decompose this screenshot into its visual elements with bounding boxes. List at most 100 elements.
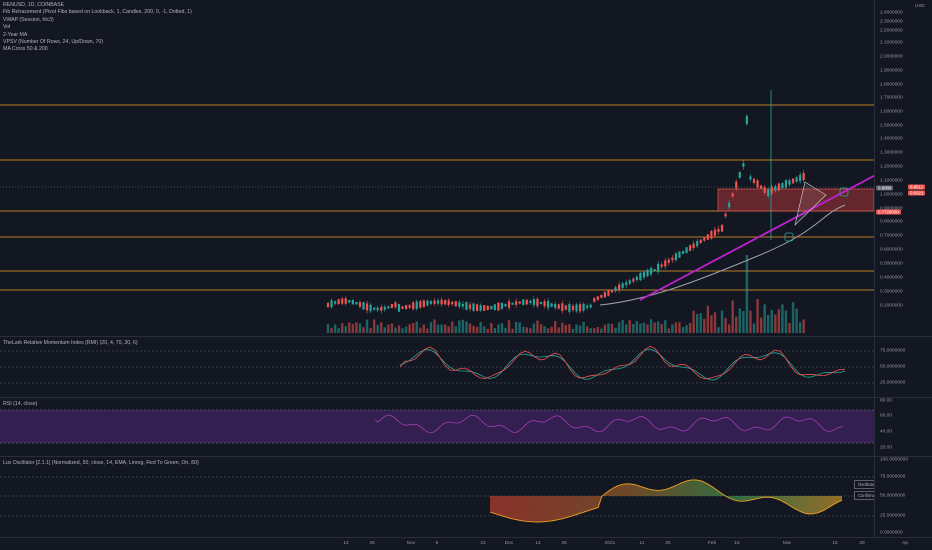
candle-body xyxy=(397,304,401,312)
candle-body xyxy=(355,301,358,305)
volume-bar xyxy=(710,315,713,333)
price-tag-red: 0.9321 xyxy=(908,190,926,196)
candle-body xyxy=(362,302,365,310)
legend-ma-cross[interactable]: MA Cross 50 & 200 xyxy=(3,46,48,53)
volume-bar xyxy=(664,320,667,333)
volume-bar xyxy=(546,328,550,333)
rmi-legend[interactable]: TheLark Relative Momentum Index (RMI) (2… xyxy=(3,340,138,346)
candle-body xyxy=(710,230,713,239)
candle-body xyxy=(628,280,631,284)
candle-body xyxy=(728,202,731,208)
time-label: 11 xyxy=(639,541,645,546)
volume-bar xyxy=(756,298,759,333)
volume-bar xyxy=(791,302,795,333)
volume-bar xyxy=(341,323,344,333)
volume-bar xyxy=(763,304,766,333)
price-axis[interactable]: USD 2.4000000 2.3000000 2.2000000 2.1000000… xyxy=(874,0,932,336)
triangle-pattern xyxy=(794,181,827,226)
volume-bar xyxy=(387,324,390,333)
candle-body xyxy=(373,307,376,310)
candle-body xyxy=(763,187,766,193)
candle-body xyxy=(454,301,457,307)
symbol-title[interactable]: RENUSD, 1D, COINBASE xyxy=(3,2,65,8)
candle-body xyxy=(334,301,337,304)
candle-body xyxy=(532,299,535,306)
candle-body xyxy=(440,299,443,305)
price-tick: 0.6000000 xyxy=(880,247,903,253)
volume-bar xyxy=(486,328,489,333)
candle-body xyxy=(447,300,450,305)
rsi-band xyxy=(0,410,874,443)
volume-bar xyxy=(543,326,546,333)
volume-bar xyxy=(479,322,482,333)
price-tick: 1.2000000 xyxy=(880,164,903,170)
candle-body xyxy=(419,301,422,308)
candle-body xyxy=(774,186,777,191)
rsi-axis[interactable]: 80.00 60.00 40.00 20.00 xyxy=(874,398,932,456)
candle-body xyxy=(667,259,670,263)
rsi-tick: 40.00 xyxy=(880,429,893,435)
volume-bar xyxy=(493,328,497,333)
rsi-pane[interactable]: RSI (14, close) xyxy=(0,398,874,456)
volume-bar xyxy=(759,317,763,333)
pane-divider[interactable] xyxy=(0,336,932,337)
legend-vol[interactable]: Vol xyxy=(3,24,11,31)
volume-bar xyxy=(351,324,355,333)
pane-divider[interactable] xyxy=(0,397,932,398)
candle-body xyxy=(348,300,351,303)
lux-legend[interactable]: Lux Oscillator [2.1.1] (Normalized, 50, … xyxy=(3,460,199,466)
volume-bar xyxy=(465,321,468,333)
price-chart[interactable] xyxy=(0,0,874,336)
candle-body xyxy=(678,251,681,258)
volume-bar xyxy=(593,328,596,333)
time-label: 12 xyxy=(343,541,349,546)
volume-bar xyxy=(589,328,592,333)
volume-bar xyxy=(625,324,628,333)
candle-body xyxy=(649,268,653,275)
legend-fib[interactable]: Fib Retracement (Pivot Fibs based on Loo… xyxy=(3,9,192,16)
candle-body xyxy=(767,189,770,197)
rsi-legend[interactable]: RSI (14, close) xyxy=(3,401,38,407)
candle-body xyxy=(476,304,479,312)
candle-body xyxy=(493,304,496,311)
volume-bar xyxy=(440,324,443,333)
candle-body xyxy=(497,302,500,311)
confirmation-label: Confirmation xyxy=(858,493,882,498)
candle-body xyxy=(674,253,677,261)
candle-body xyxy=(799,174,802,182)
candle-body xyxy=(646,269,649,277)
ma-line xyxy=(599,204,846,306)
candle-body xyxy=(568,303,571,312)
rmi-pane[interactable]: TheLark Relative Momentum Index (RMI) (2… xyxy=(0,337,874,397)
volume-bar xyxy=(397,325,401,333)
lux-tick: 75.0000000 xyxy=(880,474,906,480)
candle-body xyxy=(639,272,642,281)
volume-bar xyxy=(454,326,457,333)
volume-bar xyxy=(738,308,741,333)
candle-body xyxy=(504,303,507,307)
volume-bar xyxy=(635,321,639,333)
volume-bar xyxy=(404,326,408,333)
volume-bar xyxy=(426,328,429,333)
legend-vwap[interactable]: VWAP (Session, hlc3) xyxy=(3,16,54,23)
time-label: 15 xyxy=(734,541,740,546)
volume-bar xyxy=(344,326,347,333)
candle-body xyxy=(511,302,514,305)
candle-body xyxy=(593,297,596,303)
price-pane[interactable]: RENUSD, 1D, COINBASE Fib Retracement (Pi… xyxy=(0,0,890,336)
volume-bar xyxy=(575,324,578,333)
volume-bar xyxy=(585,326,589,333)
lux-pane[interactable]: Lux Oscillator [2.1.1] (Normalized, 50, … xyxy=(0,457,903,537)
price-tag-gray: 0.9088 xyxy=(876,185,894,191)
volume-bar xyxy=(507,320,511,333)
pane-divider[interactable] xyxy=(0,456,932,457)
candle-body xyxy=(543,301,546,307)
legend-2yma[interactable]: 2-Year MA xyxy=(3,31,28,38)
volume-bar xyxy=(422,324,426,333)
rmi-axis[interactable]: 75.0000000 50.0000000 25.0000000 xyxy=(874,337,932,397)
volume-bar xyxy=(678,322,681,333)
time-axis[interactable]: 12 28 Nov 9 23 Dec 14 28 2021 11 25 Feb 15 Mar 15 29 Ap xyxy=(0,538,932,550)
candle-body xyxy=(621,283,624,288)
lux-axis[interactable]: 100.0000000 75.0000000 50.0000000 25.000… xyxy=(874,457,932,537)
legend-vpsv[interactable]: VPSV (Number Of Rows, 24, Up/Down, 70) xyxy=(3,38,104,45)
